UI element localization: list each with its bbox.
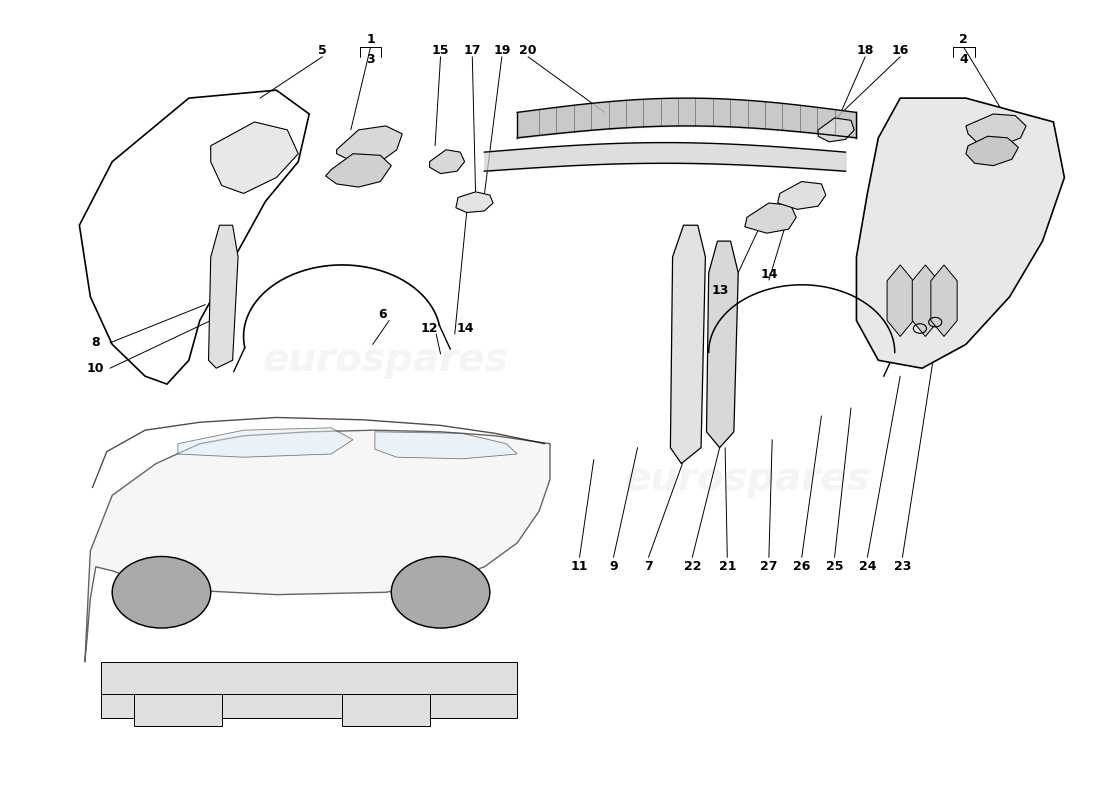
- Bar: [134, 694, 222, 726]
- Text: 11: 11: [571, 560, 588, 574]
- Text: 27: 27: [760, 560, 778, 574]
- Polygon shape: [209, 226, 238, 368]
- Circle shape: [392, 557, 490, 628]
- Polygon shape: [706, 241, 738, 448]
- Text: 24: 24: [859, 560, 876, 574]
- Circle shape: [112, 557, 211, 628]
- Polygon shape: [818, 118, 855, 142]
- Text: 18: 18: [857, 44, 873, 57]
- Text: 10: 10: [87, 362, 104, 374]
- Text: 17: 17: [463, 44, 481, 57]
- Polygon shape: [745, 203, 796, 233]
- Polygon shape: [670, 226, 705, 463]
- Text: 19: 19: [493, 44, 510, 57]
- Text: 6: 6: [378, 308, 387, 321]
- Bar: [101, 662, 517, 702]
- Polygon shape: [178, 428, 353, 457]
- Text: 2: 2: [959, 33, 968, 46]
- Text: 13: 13: [712, 284, 729, 297]
- Text: 21: 21: [718, 560, 736, 574]
- Text: 23: 23: [893, 560, 911, 574]
- Polygon shape: [857, 98, 1065, 368]
- Text: 3: 3: [366, 54, 375, 66]
- Polygon shape: [211, 122, 298, 194]
- Text: 16: 16: [891, 44, 909, 57]
- Text: 4: 4: [959, 54, 968, 66]
- Polygon shape: [455, 192, 493, 213]
- Bar: [101, 694, 517, 718]
- Text: 20: 20: [519, 44, 537, 57]
- Polygon shape: [375, 432, 517, 458]
- Text: 26: 26: [793, 560, 811, 574]
- Polygon shape: [931, 265, 957, 337]
- Polygon shape: [887, 265, 913, 337]
- Polygon shape: [85, 430, 550, 662]
- Polygon shape: [966, 114, 1026, 146]
- Text: 14: 14: [760, 268, 778, 281]
- Bar: [342, 694, 430, 726]
- Text: eurospares: eurospares: [624, 461, 870, 498]
- Text: 12: 12: [421, 322, 439, 335]
- Text: 25: 25: [826, 560, 844, 574]
- Text: 5: 5: [318, 44, 327, 57]
- Text: 7: 7: [645, 560, 653, 574]
- Polygon shape: [337, 126, 403, 162]
- Text: 14: 14: [456, 322, 474, 335]
- Text: eurospares: eurospares: [263, 342, 508, 379]
- Text: 22: 22: [683, 560, 701, 574]
- Text: 15: 15: [432, 44, 449, 57]
- Polygon shape: [430, 150, 464, 174]
- Text: 1: 1: [366, 33, 375, 46]
- Polygon shape: [966, 136, 1019, 166]
- Polygon shape: [912, 265, 938, 337]
- Text: 8: 8: [91, 336, 100, 350]
- Polygon shape: [326, 154, 392, 187]
- Polygon shape: [778, 182, 826, 210]
- Text: 9: 9: [609, 560, 618, 574]
